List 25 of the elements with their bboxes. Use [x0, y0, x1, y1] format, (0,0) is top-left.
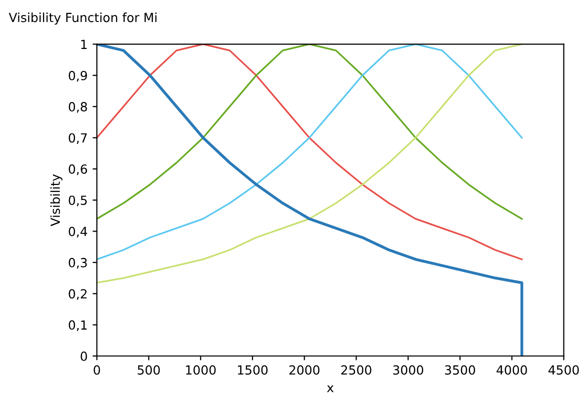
y-tick-label: 0: [80, 351, 87, 361]
y-tick-label: 0,6: [68, 164, 88, 176]
y-tick-label: 0,1: [68, 320, 87, 332]
x-tick-label: 0: [94, 365, 100, 375]
x-tick-label: 4500: [548, 365, 579, 375]
y-tick-label: 0,5: [68, 196, 87, 206]
x-axis-title: x: [326, 385, 334, 392]
y-tick-label: 0,2: [68, 289, 87, 300]
x-tick-label: 4000: [496, 365, 527, 375]
y-axis-title: Visibility: [50, 174, 62, 226]
line-series: [96, 44, 523, 220]
x-tick-label: 2500: [341, 365, 372, 375]
x-tick-label: 1000: [186, 365, 216, 375]
y-tick-label: 0,9: [68, 70, 87, 82]
x-tick-label: 500: [138, 365, 160, 375]
x-tick-label: 3500: [445, 365, 476, 375]
x-tick-label: 1500: [238, 365, 268, 375]
y-tick-label: 0,7: [68, 133, 87, 144]
y-tick-label: 1: [81, 40, 87, 49]
y-tick-label: 0,8: [68, 102, 87, 113]
y-tick-label: 0,4: [68, 226, 88, 238]
x-tick-label: 2000: [289, 365, 320, 375]
x-tick-label: 3000: [393, 365, 424, 375]
chart-title: Visibility Function for Mi: [8, 12, 156, 25]
y-tick-label: 0,3: [68, 258, 87, 269]
